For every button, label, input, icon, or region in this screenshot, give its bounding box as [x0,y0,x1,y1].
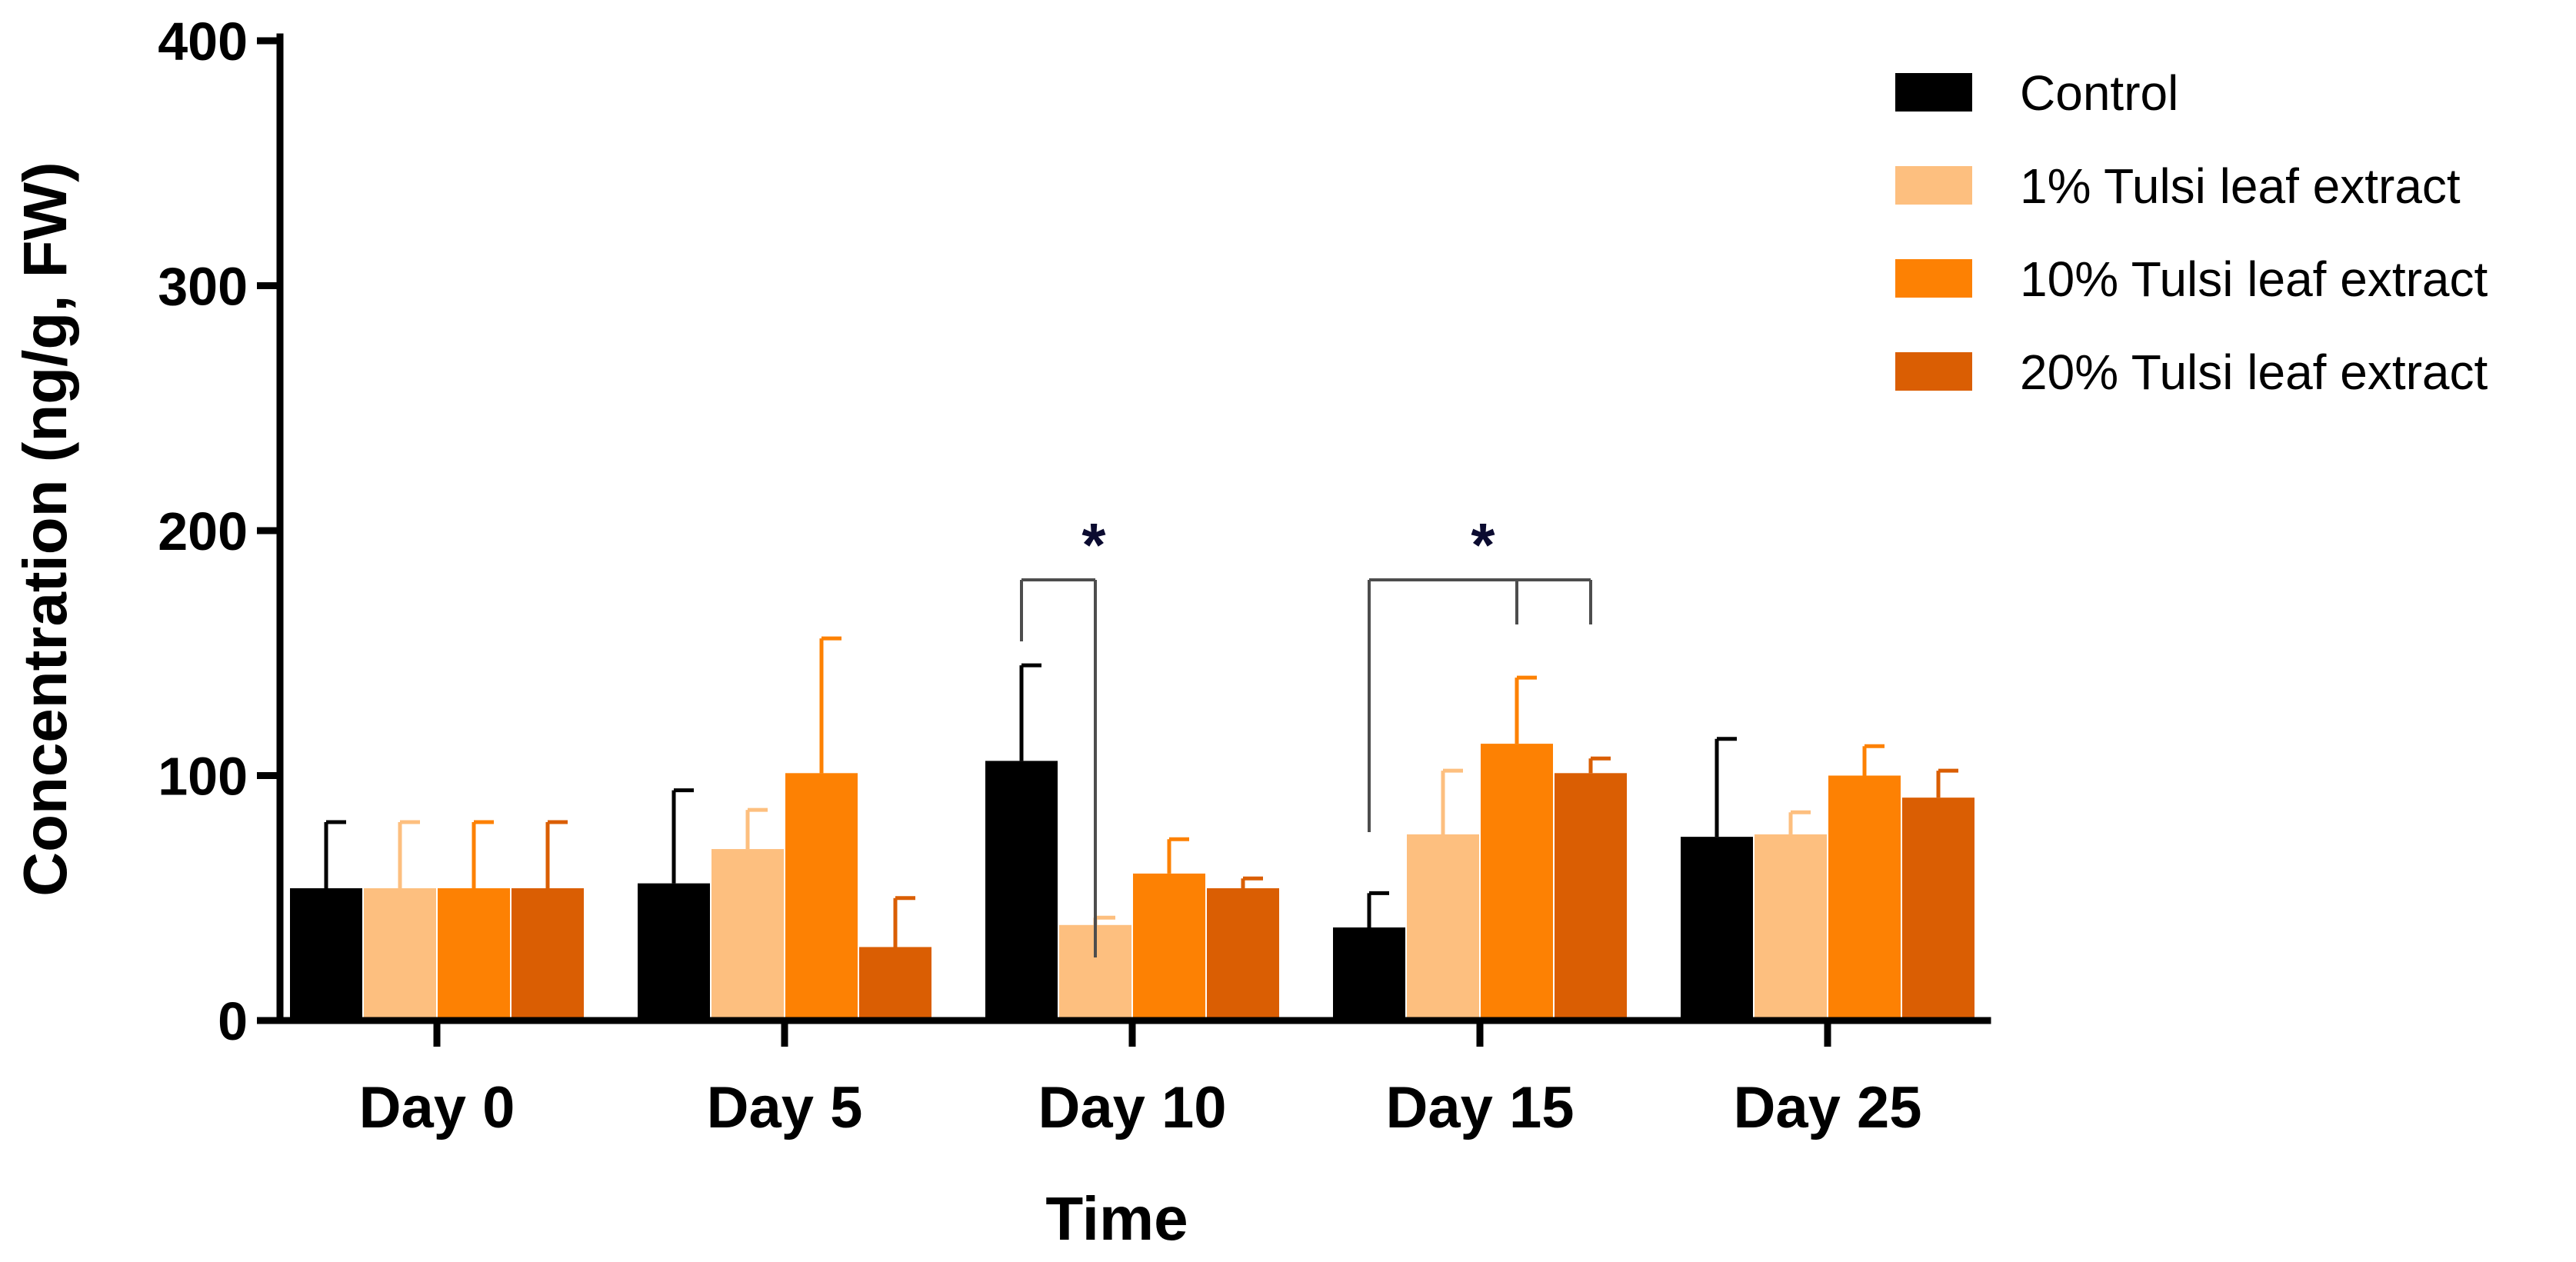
bar-control-day-15 [1333,927,1405,1021]
bar-10pct-tulsi-leaf-extract-day-0 [438,888,510,1021]
bar-control-day-5 [638,883,710,1021]
x-tick-label-day-0: Day 0 [359,1075,515,1140]
legend-label: 10% Tulsi leaf extract [2020,251,2488,307]
y-axis-title: Concentration (ng/g, FW) [11,161,79,896]
x-tick-label-day-5: Day 5 [707,1075,863,1140]
legend-swatch [1895,259,1972,298]
bar-1pct-tulsi-leaf-extract-day-0 [364,888,436,1021]
x-axis-title: Time [1045,1184,1188,1253]
bar-1pct-tulsi-leaf-extract-day-15 [1407,834,1479,1021]
legend-item-1pct-tulsi-leaf-extract: 1% Tulsi leaf extract [1895,158,2461,214]
legend-swatch [1895,352,1972,391]
y-tick-label: 0 [218,991,248,1051]
significance-annotations: * * [1020,511,1592,957]
x-tick-label-day-15: Day 15 [1385,1075,1574,1140]
significance-star: * [1081,511,1106,579]
y-tick-label: 200 [158,501,248,561]
series-20pct-tulsi-leaf-extract [512,756,1974,1021]
bar-control-day-10 [985,761,1058,1021]
bar-10pct-tulsi-leaf-extract-day-25 [1828,775,1901,1021]
significance-star: * [1471,511,1495,579]
bar-10pct-tulsi-leaf-extract-day-5 [785,773,858,1021]
legend-item-20pct-tulsi-leaf-extract: 20% Tulsi leaf extract [1895,345,2488,400]
bar-1pct-tulsi-leaf-extract-day-5 [711,849,784,1021]
bar-control-day-0 [290,888,362,1021]
legend-swatch [1895,166,1972,205]
y-ticks: 0 100 200 300 400 [158,12,280,1051]
x-ticks: Day 0 Day 5 Day 10 Day 15 Day 25 [359,1021,1922,1140]
legend-item-control: Control [1895,65,2178,121]
series-10pct-tulsi-leaf-extract [438,636,1901,1021]
series-control [290,663,1753,1021]
bar-20pct-tulsi-leaf-extract-day-10 [1207,888,1279,1021]
legend-swatch [1895,73,1972,112]
y-tick-label: 400 [158,12,248,72]
legend-label: 1% Tulsi leaf extract [2020,158,2461,214]
legend-label: Control [2020,65,2178,121]
x-tick-label-day-10: Day 10 [1038,1075,1226,1140]
y-tick-label: 100 [158,747,248,807]
significance-bracket-day-10: * [1020,511,1106,957]
bar-20pct-tulsi-leaf-extract-day-25 [1902,797,1974,1021]
bar-1pct-tulsi-leaf-extract-day-25 [1755,834,1827,1021]
x-tick-label-day-25: Day 25 [1733,1075,1921,1140]
bar-20pct-tulsi-leaf-extract-day-15 [1555,773,1627,1021]
y-tick-label: 300 [158,257,248,317]
legend-item-10pct-tulsi-leaf-extract: 10% Tulsi leaf extract [1895,251,2488,307]
significance-bracket-day-15: * [1368,511,1592,832]
bar-10pct-tulsi-leaf-extract-day-10 [1133,873,1205,1021]
legend-label: 20% Tulsi leaf extract [2020,345,2488,400]
bar-20pct-tulsi-leaf-extract-day-0 [512,888,584,1021]
bar-20pct-tulsi-leaf-extract-day-5 [859,947,931,1021]
bars-layer [290,636,1974,1021]
bar-control-day-25 [1681,837,1753,1021]
series-1pct-tulsi-leaf-extract [364,768,1827,1021]
legend: Control 1% Tulsi leaf extract 10% Tulsi le… [1895,65,2488,400]
bar-10pct-tulsi-leaf-extract-day-15 [1481,744,1553,1021]
